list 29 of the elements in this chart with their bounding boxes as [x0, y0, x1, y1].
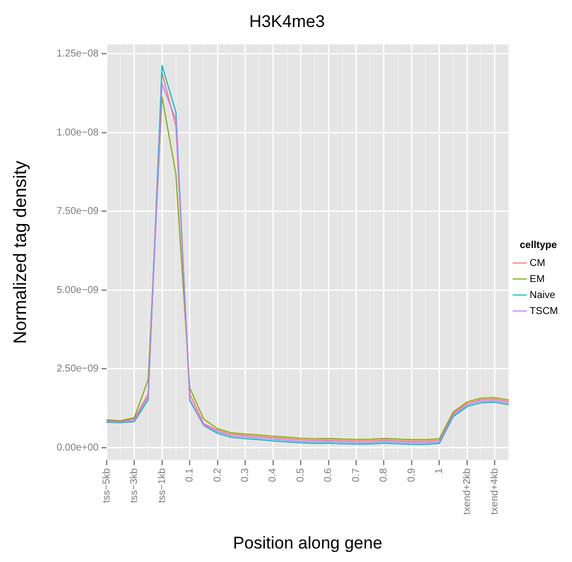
x-tick-label: tss−5kb	[101, 468, 112, 503]
x-axis-title: Position along gene	[232, 533, 382, 552]
legend-label: CM	[530, 258, 546, 269]
legend-label: TSCM	[530, 306, 558, 317]
legend-title: celltype	[520, 240, 558, 251]
x-tick-label: tss−1kb	[156, 468, 168, 503]
y-axis-title: Normalized tag density	[10, 160, 30, 344]
x-tick-label: 0.5	[295, 468, 306, 482]
x-tick-label: 0.3	[240, 468, 251, 482]
x-tick-label: tss−3kb	[129, 468, 140, 503]
x-tick-label: 0.4	[268, 468, 279, 482]
legend-label: Naive	[530, 290, 556, 301]
y-tick-label: 1.00e−08	[56, 127, 100, 138]
x-tick-label: txend+4kb	[490, 468, 501, 515]
chart-title: H3K4me3	[249, 12, 325, 31]
x-tick-label: 0.7	[350, 468, 362, 482]
x-tick-label: 1	[434, 468, 446, 474]
x-tick-label: 0.2	[212, 468, 224, 482]
y-tick-label: 5.00e−09	[56, 284, 100, 296]
x-tick-label: 0.1	[184, 468, 196, 482]
y-tick-label: 7.50e−09	[56, 206, 100, 218]
x-tick-label: txend+2kb	[462, 468, 473, 515]
x-tick-label: 0.9	[406, 468, 418, 482]
y-tick-label: 1.25e−08	[56, 48, 100, 60]
y-tick-label: 0.00e+00	[56, 442, 100, 454]
y-tick-label: 2.50e−09	[56, 364, 100, 375]
x-tick-label: 0.6	[323, 468, 334, 482]
x-tick-label: 0.8	[378, 468, 390, 482]
legend-label: EM	[530, 274, 545, 285]
